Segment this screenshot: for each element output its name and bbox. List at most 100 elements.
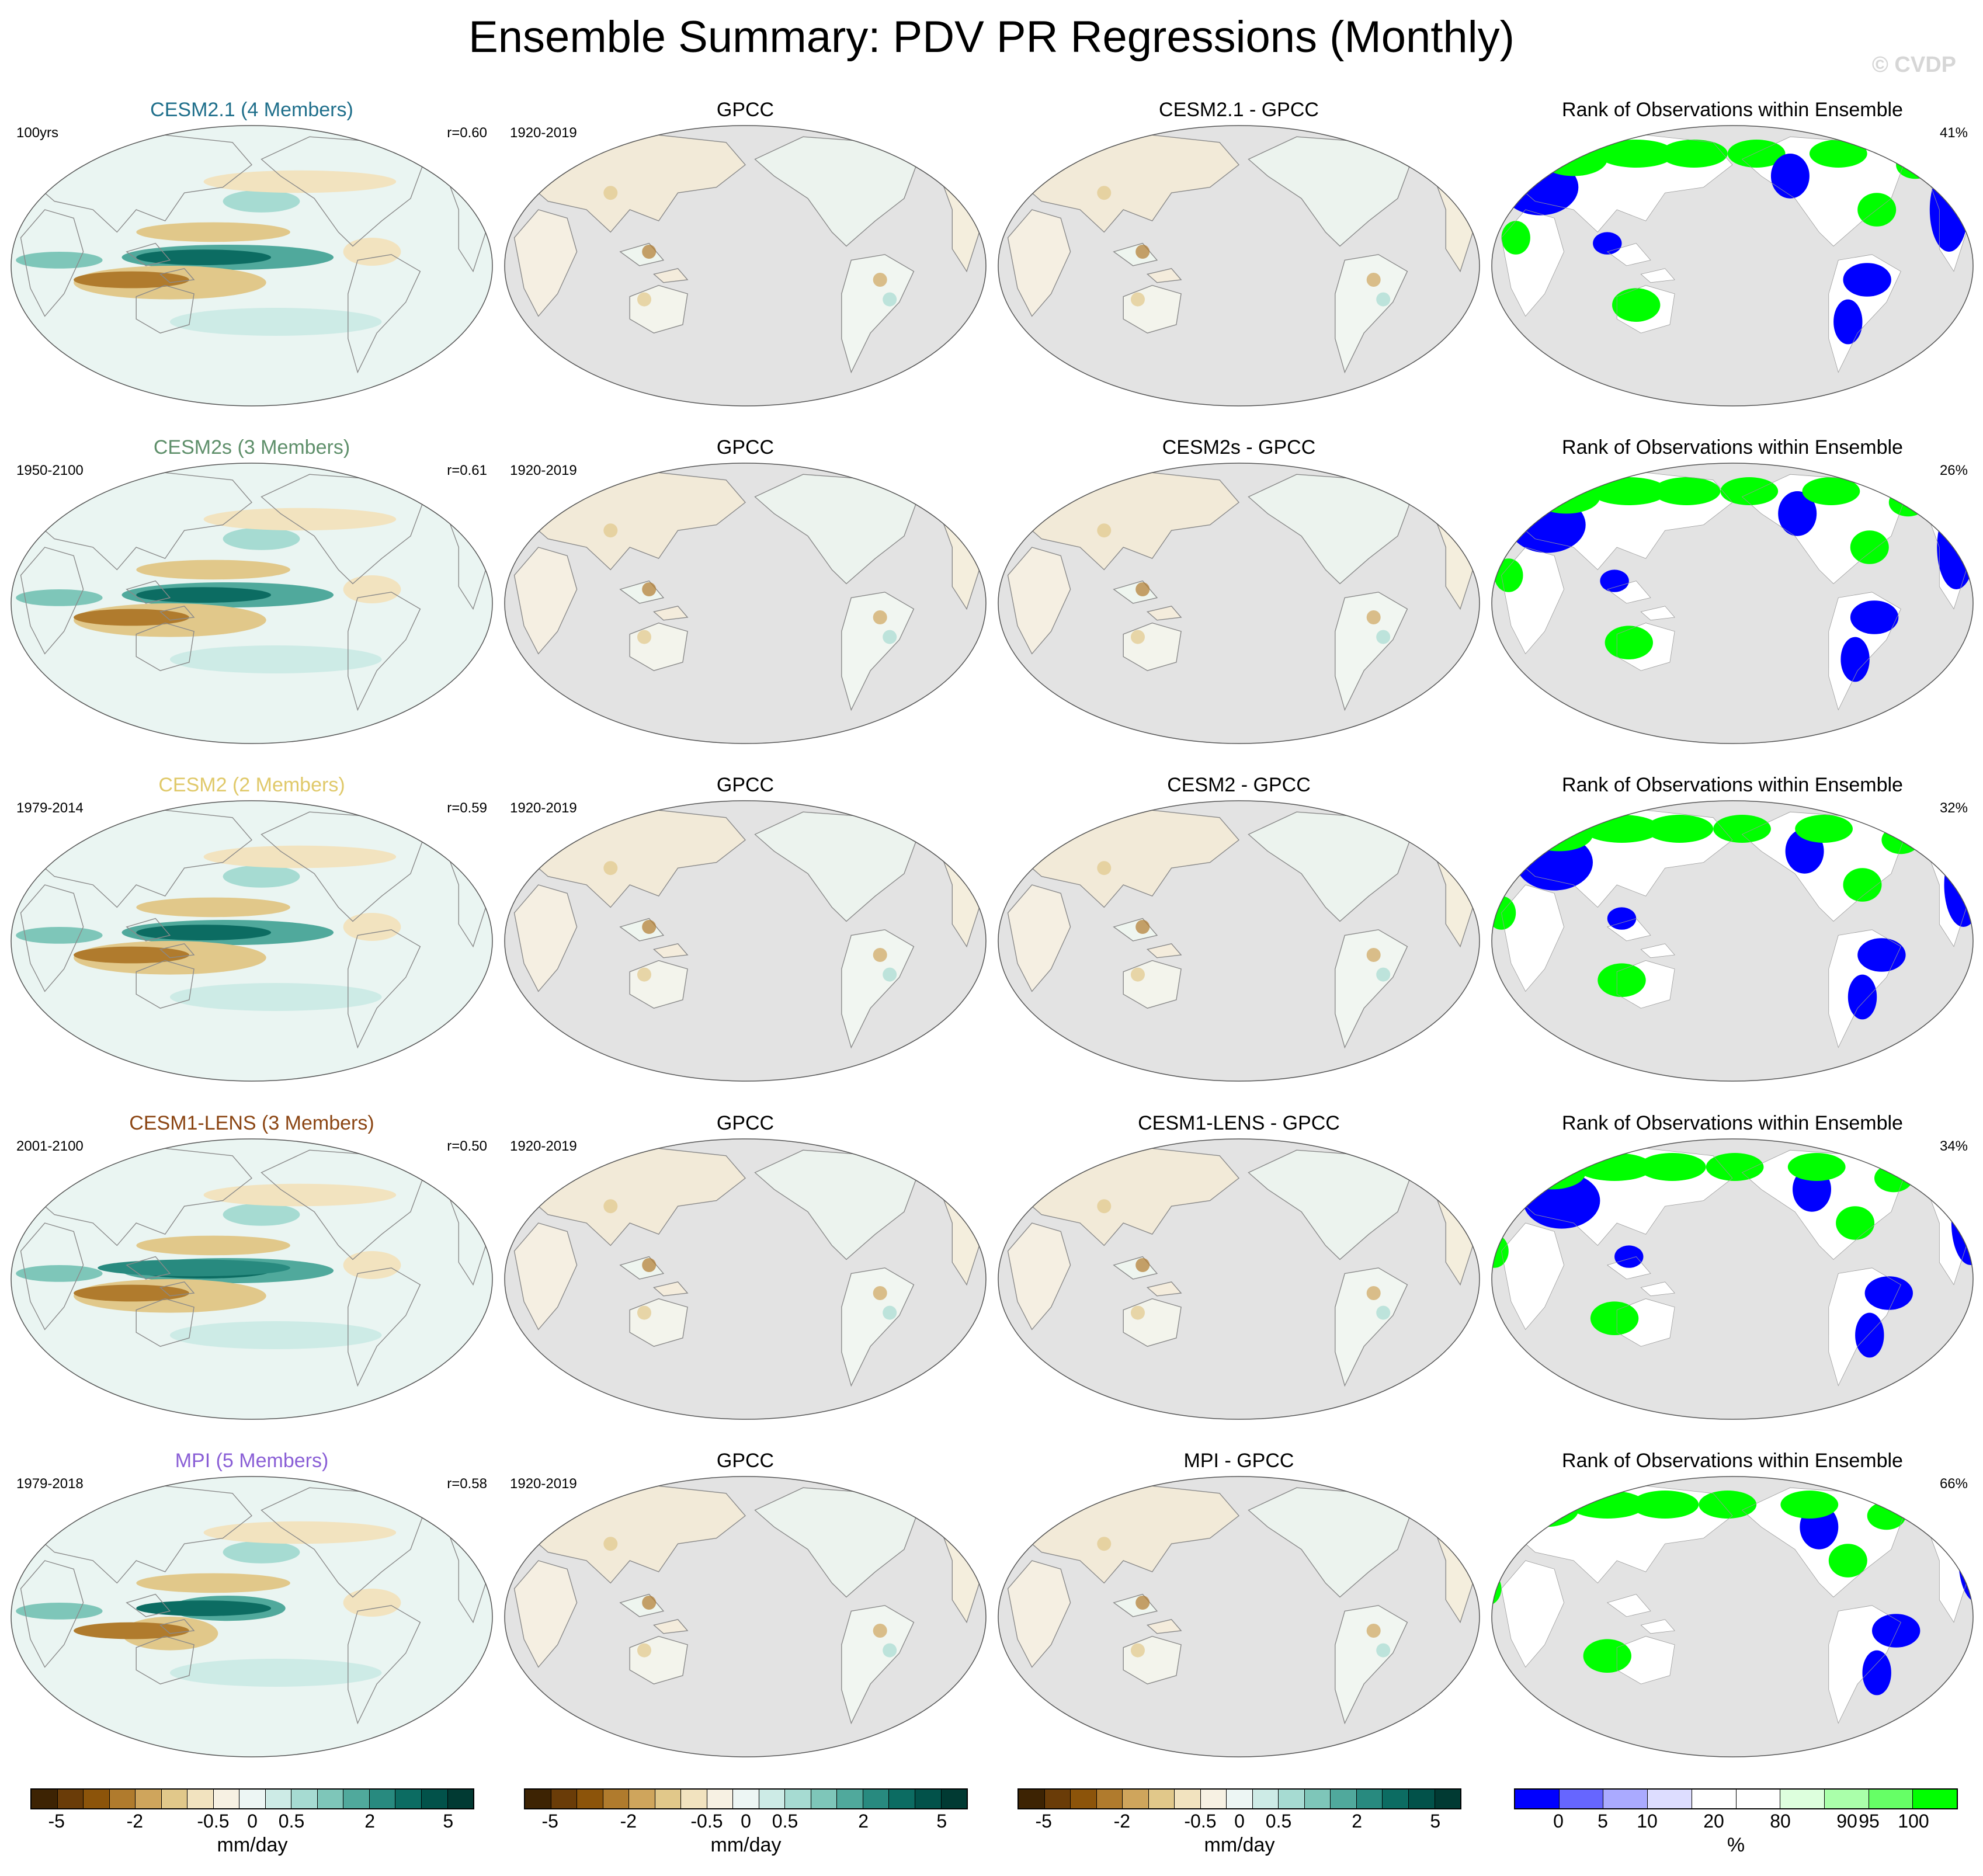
- obs-period: 1920-2019: [510, 1138, 577, 1154]
- colorbar-tick-label: 5: [443, 1811, 454, 1832]
- colorbar-swatch: [1435, 1790, 1461, 1808]
- regression-anomaly-patch: [136, 222, 290, 242]
- land-field: [1641, 268, 1675, 283]
- land-anomaly-patch: [1135, 1258, 1150, 1272]
- continent-outline: [136, 1635, 195, 1684]
- model-title: CESM2 (2 Members): [158, 774, 345, 796]
- colorbar-swatch: [759, 1790, 786, 1808]
- colorbar-ticks: 0 5 10 20 80 90 95 100: [1514, 1811, 1958, 1834]
- colorbar-swatch: [1071, 1790, 1097, 1808]
- rank-region: [1699, 1491, 1757, 1519]
- rank-region: [1864, 1276, 1913, 1310]
- colorbar-tick-label: 0: [247, 1811, 258, 1832]
- continent-outline: [1616, 1636, 1675, 1684]
- land-field: [652, 1281, 689, 1297]
- obs-panel: 1920-2019 GPCC: [498, 98, 992, 425]
- obs-title: GPCC: [716, 1450, 775, 1472]
- colorbar-tick-label: 2: [1352, 1811, 1363, 1832]
- continent-outline: [1640, 1619, 1675, 1634]
- rank-colorbar: 0 5 10 20 80 90 95 100%: [1514, 1788, 1958, 1876]
- panel-row: 100yrs r=0.60 CESM2.1 (4 Members) 1920-2019…: [0, 98, 1983, 425]
- continent-outline: [1640, 943, 1675, 958]
- rank-title: Rank of Observations within Ensemble: [1562, 1450, 1903, 1472]
- land-anomaly-patch: [642, 245, 657, 259]
- land-anomaly-patch: [883, 967, 897, 982]
- land-anomaly-patch: [642, 920, 657, 934]
- land-anomaly-patch: [1097, 186, 1112, 200]
- rank-region: [1937, 505, 1973, 589]
- colorbar-swatch: [265, 1790, 292, 1808]
- colorbar-units-label: mm/day: [217, 1834, 288, 1856]
- land-anomaly-patch: [1131, 967, 1145, 982]
- regression-anomaly-patch: [74, 1622, 189, 1639]
- obs-colorbar: -5 -2 -0.5 0 0.5 2 5 mm/day: [524, 1788, 968, 1876]
- panel-row: 1950-2100 r=0.61 CESM2s (3 Members) 1920-20…: [0, 436, 1983, 763]
- colorbar-swatch: [447, 1790, 474, 1808]
- rank-region: [1881, 826, 1921, 854]
- land-field: [1007, 1222, 1071, 1330]
- colorbar-swatch: [317, 1790, 344, 1808]
- continent-outline: [1828, 1605, 1901, 1724]
- regression-anomaly-patch: [136, 925, 271, 940]
- continent-outline: [1501, 1222, 1565, 1330]
- land-field: [1146, 606, 1182, 621]
- diff-colorbar: -5 -2 -0.5 0 0.5 2 5 mm/day: [1017, 1788, 1461, 1876]
- colorbar-swatches: [524, 1788, 968, 1809]
- regression-anomaly-patch: [136, 897, 290, 918]
- colorbar-swatch: [1736, 1790, 1781, 1808]
- land-field: [1641, 606, 1675, 620]
- model-period: 1979-2014: [16, 800, 84, 816]
- continent-outline: [1501, 884, 1565, 992]
- land-field: [1335, 1267, 1408, 1387]
- rank-region: [1836, 1206, 1875, 1240]
- regression-anomaly-patch: [136, 560, 290, 580]
- map-boundary: [11, 1138, 493, 1420]
- colorbar-tick-label: 90: [1836, 1811, 1857, 1832]
- rank-region: [1607, 907, 1637, 930]
- land-field: [513, 1560, 578, 1668]
- colorbar-swatch: [1227, 1790, 1253, 1808]
- model-title: CESM2s (3 Members): [153, 436, 350, 458]
- rank-panel: 34% Rank of Observations within Ensemble: [1485, 1111, 1979, 1439]
- continent-outline: [348, 1267, 421, 1387]
- colorbar-swatch: [1559, 1790, 1604, 1808]
- rank-map: [1491, 125, 1974, 407]
- land-anomaly-patch: [1131, 1643, 1145, 1658]
- continent-outline: [1616, 1298, 1675, 1347]
- rank-region: [1850, 600, 1899, 634]
- colorbar-swatch: [1780, 1790, 1825, 1808]
- colorbar-units-label: mm/day: [710, 1834, 782, 1856]
- colorbar-swatch: [1304, 1790, 1331, 1808]
- colorbar-swatch: [1148, 1790, 1175, 1808]
- model-period: 2001-2100: [16, 1138, 84, 1154]
- rank-percent: 32%: [1939, 800, 1968, 816]
- land-anomaly-patch: [1135, 920, 1150, 934]
- regression-anomaly-patch: [343, 575, 401, 603]
- colorbar-tick-label: 0.5: [1265, 1811, 1292, 1832]
- continent-outline: [1616, 285, 1675, 333]
- land-anomaly-patch: [603, 523, 618, 538]
- colorbar-swatches: [30, 1788, 474, 1809]
- colorbar-swatch: [863, 1790, 890, 1808]
- land-anomaly-patch: [883, 1643, 897, 1658]
- rank-region: [1510, 1493, 1579, 1527]
- regression-anomaly-patch: [16, 252, 103, 269]
- rank-region: [1501, 221, 1530, 255]
- colorbar-swatch: [1019, 1790, 1045, 1808]
- model-period: 100yrs: [16, 125, 59, 141]
- model-panel: 1950-2100 r=0.61 CESM2s (3 Members): [5, 436, 499, 763]
- continent-outline: [1640, 606, 1675, 621]
- model-map: [11, 800, 493, 1082]
- regression-anomaly-patch: [343, 1251, 401, 1279]
- land-field: [513, 884, 578, 992]
- colorbar-tick-label: -5: [1035, 1811, 1052, 1832]
- continent-outline: [1640, 268, 1675, 283]
- regression-anomaly-patch: [203, 170, 397, 193]
- land-anomaly-patch: [1135, 245, 1150, 259]
- colorbar-swatch: [1383, 1790, 1409, 1808]
- colorbar-tick-label: -5: [48, 1811, 65, 1832]
- colorbar-swatch: [421, 1790, 448, 1808]
- difference-title: CESM2.1 - GPCC: [1159, 99, 1319, 121]
- land-anomaly-patch: [1131, 1305, 1145, 1320]
- land-anomaly-patch: [873, 610, 887, 624]
